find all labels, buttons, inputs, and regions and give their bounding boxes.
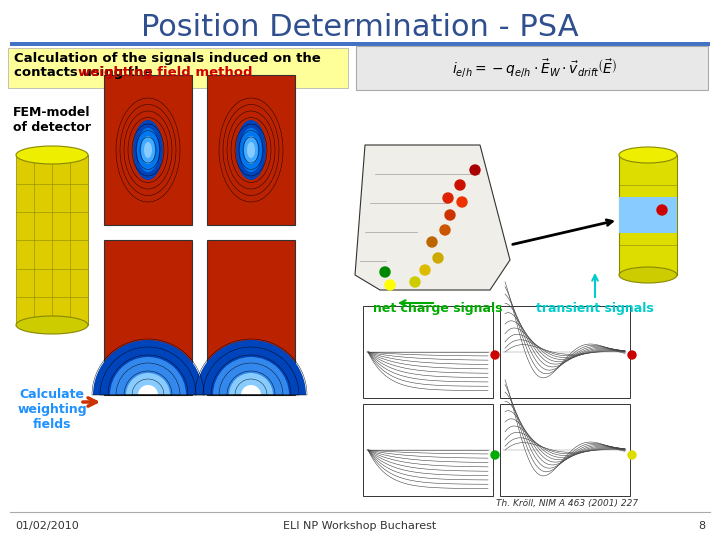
Text: $i_{e/h} = -q_{e/h} \cdot \vec{E}_W \cdot \vec{v}_{drift}\left(\vec{E}\right)$: $i_{e/h} = -q_{e/h} \cdot \vec{E}_W \cdo… xyxy=(452,57,618,79)
Text: weighting field method: weighting field method xyxy=(78,66,253,79)
Wedge shape xyxy=(138,385,158,395)
Circle shape xyxy=(455,180,465,190)
Bar xyxy=(10,42,710,46)
Polygon shape xyxy=(355,145,510,290)
Circle shape xyxy=(427,237,437,247)
Wedge shape xyxy=(93,340,203,395)
Circle shape xyxy=(380,267,390,277)
FancyBboxPatch shape xyxy=(8,48,348,88)
Circle shape xyxy=(410,277,420,287)
Text: Th. Kröll, NIM A 463 (2001) 227: Th. Kröll, NIM A 463 (2001) 227 xyxy=(496,499,638,508)
Text: Calculate
weighting
fields: Calculate weighting fields xyxy=(17,388,87,431)
Ellipse shape xyxy=(141,136,155,164)
Circle shape xyxy=(457,197,467,207)
Ellipse shape xyxy=(244,136,258,164)
Bar xyxy=(363,404,493,496)
Circle shape xyxy=(420,265,430,275)
Bar xyxy=(207,240,295,395)
Circle shape xyxy=(491,351,499,359)
Text: ELI NP Workshop Bucharest: ELI NP Workshop Bucharest xyxy=(284,521,436,531)
Wedge shape xyxy=(213,357,289,395)
Bar xyxy=(104,75,192,225)
Text: Position Determination - PSA: Position Determination - PSA xyxy=(141,14,579,43)
Circle shape xyxy=(491,451,499,459)
Text: net charge signals: net charge signals xyxy=(373,302,503,315)
Circle shape xyxy=(443,193,453,203)
Ellipse shape xyxy=(240,128,262,172)
Bar xyxy=(104,240,192,395)
Circle shape xyxy=(470,165,480,175)
Text: 01/02/2010: 01/02/2010 xyxy=(15,521,78,531)
Ellipse shape xyxy=(16,146,88,164)
Ellipse shape xyxy=(133,120,163,180)
Circle shape xyxy=(433,253,443,263)
Bar xyxy=(500,404,630,496)
Circle shape xyxy=(385,280,395,290)
Ellipse shape xyxy=(144,142,152,158)
Circle shape xyxy=(657,205,667,215)
FancyBboxPatch shape xyxy=(356,46,708,90)
Wedge shape xyxy=(126,373,170,395)
Circle shape xyxy=(628,451,636,459)
Bar xyxy=(500,306,630,398)
Wedge shape xyxy=(241,385,261,395)
Bar xyxy=(16,155,88,325)
Bar xyxy=(619,155,677,275)
Text: 8: 8 xyxy=(698,521,705,531)
Text: transient signals: transient signals xyxy=(536,302,654,315)
Circle shape xyxy=(628,351,636,359)
Wedge shape xyxy=(196,340,306,395)
Bar xyxy=(363,306,493,398)
Bar xyxy=(619,197,677,233)
Text: contacts using the: contacts using the xyxy=(14,66,157,79)
Wedge shape xyxy=(110,357,186,395)
Ellipse shape xyxy=(236,120,266,180)
Circle shape xyxy=(440,225,450,235)
Text: FEM-model
of detector: FEM-model of detector xyxy=(13,106,91,134)
Circle shape xyxy=(445,210,455,220)
Ellipse shape xyxy=(247,142,255,158)
Ellipse shape xyxy=(619,147,677,163)
Ellipse shape xyxy=(137,128,159,172)
Text: Calculation of the signals induced on the: Calculation of the signals induced on th… xyxy=(14,52,320,65)
Bar xyxy=(207,75,295,225)
Wedge shape xyxy=(229,373,273,395)
Ellipse shape xyxy=(16,316,88,334)
Ellipse shape xyxy=(619,267,677,283)
